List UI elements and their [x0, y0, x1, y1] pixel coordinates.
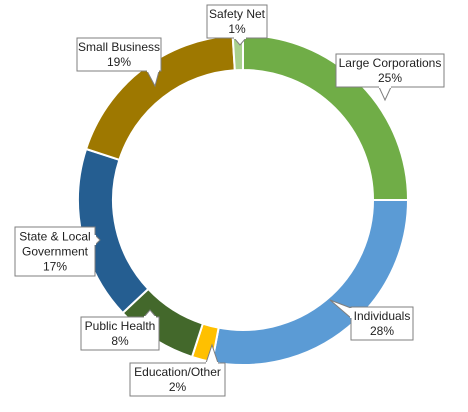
- callout-pointer: [146, 70, 160, 88]
- data-label-percent: 2%: [169, 380, 187, 394]
- data-label-percent: 19%: [107, 55, 131, 69]
- data-label-percent: 1%: [228, 22, 246, 36]
- callout-pointer: [94, 234, 101, 246]
- data-label-category: State & Local: [19, 230, 90, 244]
- callout-box: [14, 226, 96, 277]
- callout-pointer: [233, 37, 247, 46]
- data-label-category: Education/Other: [134, 365, 221, 379]
- callout-box: [129, 362, 226, 397]
- data-label-percent: 8%: [111, 334, 129, 348]
- callout-pointer: [205, 343, 219, 364]
- data-label-category: Safety Net: [209, 7, 266, 21]
- data-label-percent: 17%: [43, 260, 67, 274]
- data-label-category: Small Business: [78, 40, 160, 54]
- callout-pointer: [378, 86, 392, 102]
- callout-box: [206, 4, 268, 39]
- data-label-category: Individuals: [354, 309, 411, 323]
- callout-pointer: [143, 309, 157, 318]
- callout-box: [76, 37, 162, 72]
- callout-box: [335, 53, 445, 88]
- data-label-percent: 25%: [378, 71, 402, 85]
- callout-box: [80, 316, 160, 351]
- data-label-percent: 28%: [370, 324, 394, 338]
- data-label-category: Public Health: [85, 319, 156, 333]
- data-label-category: Government: [22, 245, 89, 259]
- data-label-category: Large Corporations: [339, 56, 442, 70]
- callout-box: [350, 306, 414, 341]
- callout-pointer: [329, 299, 352, 319]
